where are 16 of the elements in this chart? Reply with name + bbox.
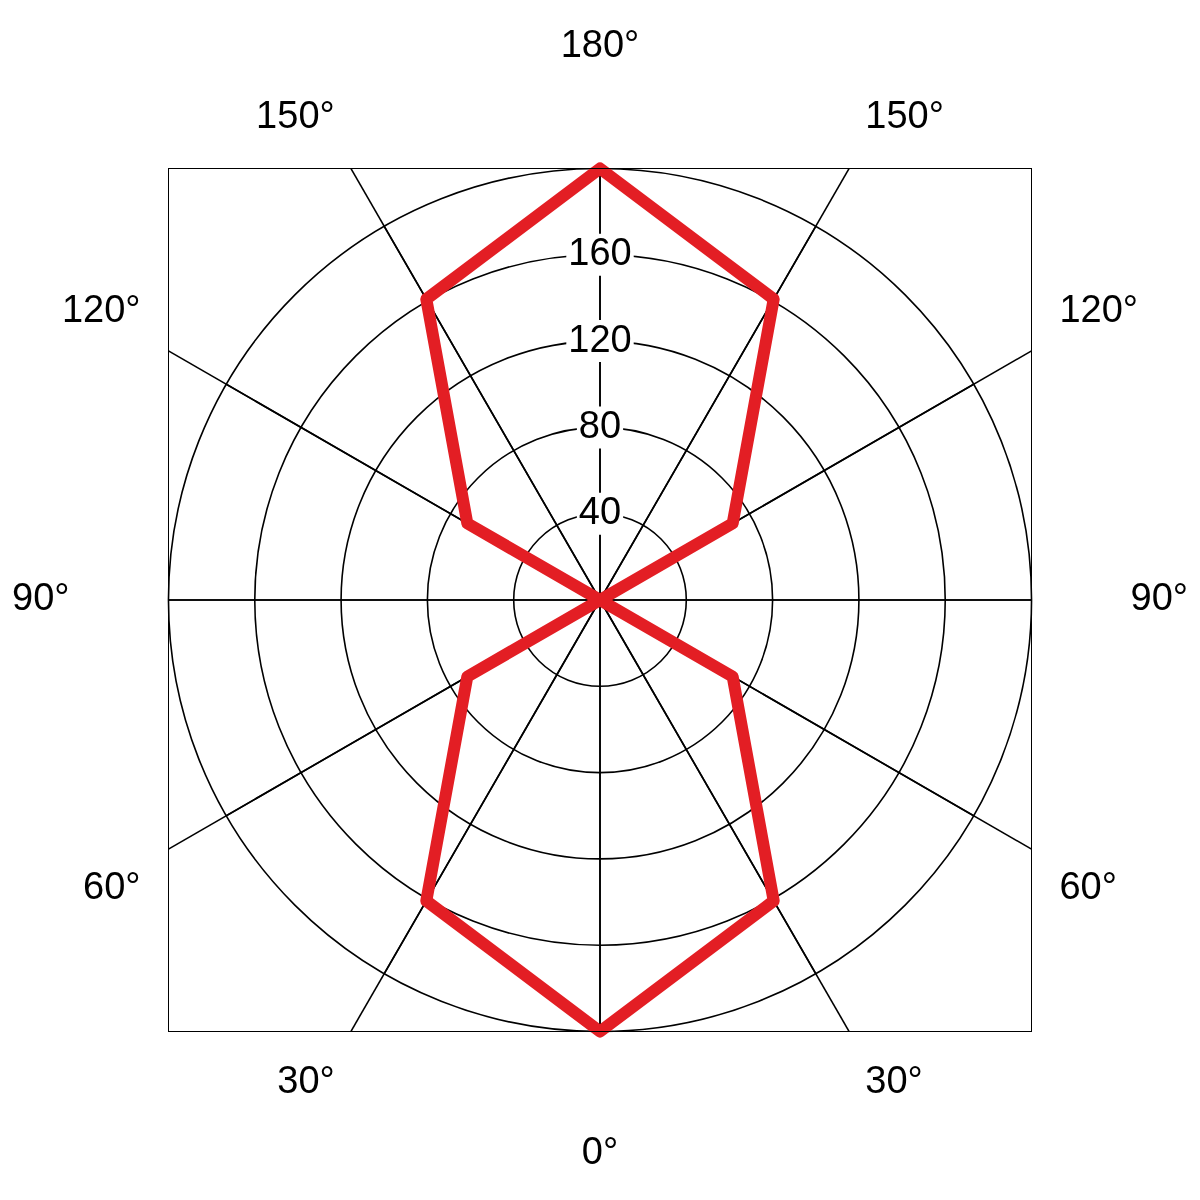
y-tick-label: 120 bbox=[568, 317, 632, 360]
spoke-label: 30° bbox=[277, 1058, 335, 1101]
spoke-label: 90° bbox=[1130, 576, 1188, 619]
spoke-label: 150° bbox=[865, 94, 944, 137]
spoke-label: 30° bbox=[865, 1058, 923, 1101]
spoke-label: 90° bbox=[12, 576, 70, 619]
y-tick-label: 80 bbox=[578, 403, 622, 446]
spoke-label: 120° bbox=[61, 288, 141, 331]
spoke-label: 60° bbox=[1059, 864, 1117, 907]
y-tick-label: 40 bbox=[578, 490, 622, 533]
spoke-label: 150° bbox=[256, 94, 335, 137]
spoke-label: 120° bbox=[1059, 288, 1139, 331]
spoke-label: 180° bbox=[560, 23, 640, 66]
y-tick-label: 160 bbox=[568, 231, 632, 274]
spoke-label: 60° bbox=[83, 864, 141, 907]
spoke-label: 0° bbox=[581, 1129, 619, 1172]
